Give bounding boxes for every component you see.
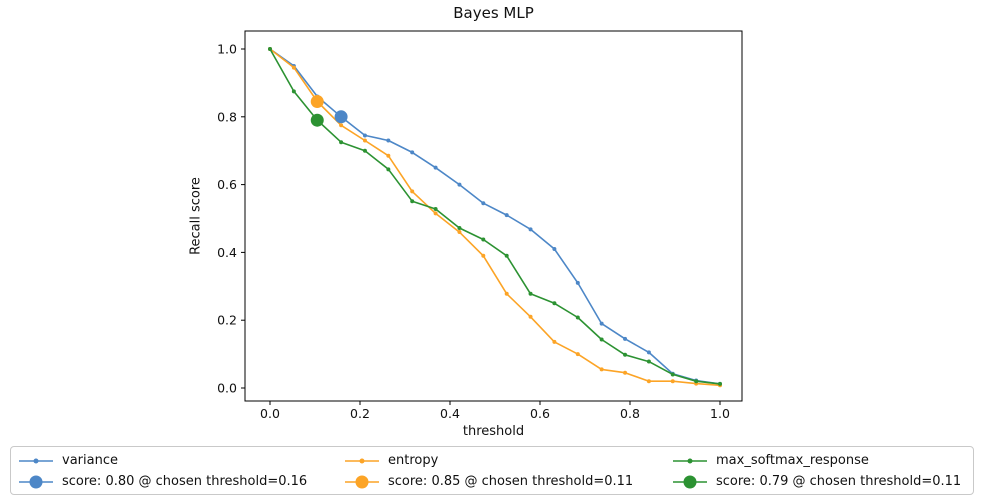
y-axis-label: Recall score	[188, 177, 204, 255]
svg-text:0.4: 0.4	[217, 245, 237, 260]
line-marker-icon	[345, 458, 379, 463]
legend-column-max-softmax-response: max_softmax_response score: 0.79 @ chose…	[672, 450, 973, 492]
legend-item-label: score: 0.80 @ chosen threshold=0.16	[62, 474, 308, 489]
line-marker-icon	[19, 458, 53, 463]
svg-text:1.0: 1.0	[710, 406, 730, 421]
legend-item-variance: variance	[18, 450, 344, 471]
legend-item-max-softmax-response-score: score: 0.79 @ chosen threshold=0.11	[672, 471, 973, 492]
legend-item-entropy-score: score: 0.85 @ chosen threshold=0.11	[344, 471, 672, 492]
svg-text:0.8: 0.8	[217, 109, 237, 124]
legend-item-max-softmax-response: max_softmax_response	[672, 450, 973, 471]
legend-item-entropy: entropy	[344, 450, 672, 471]
svg-text:0.6: 0.6	[530, 406, 550, 421]
line-bigdot-icon	[345, 475, 379, 488]
svg-text:0.0: 0.0	[217, 381, 237, 396]
line-marker-icon	[673, 458, 707, 463]
svg-text:0.2: 0.2	[217, 313, 237, 328]
svg-text:1.0: 1.0	[217, 42, 237, 57]
legend-item-label: score: 0.79 @ chosen threshold=0.11	[716, 474, 962, 489]
legend-column-entropy: entropy score: 0.85 @ chosen threshold=0…	[344, 450, 672, 492]
chart-title: Bayes MLP	[453, 4, 534, 22]
svg-text:0.2: 0.2	[350, 406, 370, 421]
line-bigdot-icon	[19, 475, 53, 488]
x-axis-label: threshold	[462, 424, 525, 439]
svg-text:0.6: 0.6	[217, 177, 237, 192]
svg-text:0.0: 0.0	[260, 406, 280, 421]
legend: variance score: 0.80 @ chosen threshold=…	[10, 446, 974, 495]
line-bigdot-icon	[673, 475, 707, 488]
svg-text:0.8: 0.8	[620, 406, 640, 421]
legend-item-variance-score: score: 0.80 @ chosen threshold=0.16	[18, 471, 344, 492]
legend-item-label: max_softmax_response	[716, 453, 869, 468]
legend-column-variance: variance score: 0.80 @ chosen threshold=…	[18, 450, 344, 492]
legend-item-label: variance	[62, 453, 118, 468]
legend-item-label: entropy	[388, 453, 439, 468]
legend-item-label: score: 0.85 @ chosen threshold=0.11	[388, 474, 634, 489]
svg-text:0.4: 0.4	[440, 406, 460, 421]
